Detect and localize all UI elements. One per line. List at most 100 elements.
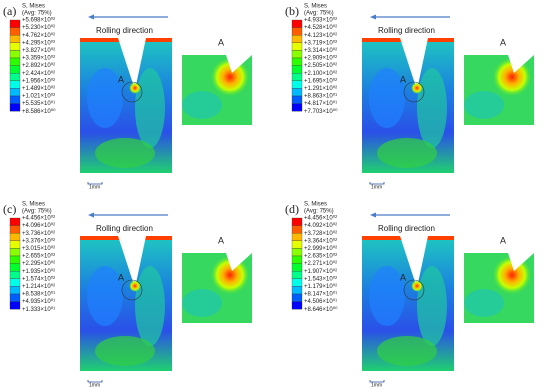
contour-zone [95,138,155,168]
detail-notch [226,253,252,271]
legend-value: +4.092×10⁰² [304,222,337,229]
legend-band [291,278,303,287]
legend-value: +1.179×10⁰² [304,283,337,290]
legend-value: +1.574×10⁰² [22,275,55,282]
detail-notch [508,253,534,271]
arrow-head [370,212,376,218]
legend-band [9,286,21,295]
scale-label: 1mm [89,382,100,388]
legend-value: +1.489×10⁰² [22,85,55,92]
legend-subtitle: (Avg: 75%) [304,209,334,215]
scale-bar [87,182,103,185]
scale-bar [87,380,103,383]
legend-value: +1.543×10⁰² [304,275,337,282]
legend-band [291,80,303,89]
legend-value: +8.147×10⁰¹ [304,291,337,298]
legend-value: +4.123×10⁰² [304,32,337,39]
detail-circle [121,81,143,103]
direction-label: Rolling direction [378,224,435,233]
legend-value: +2.635×10⁰² [304,253,337,260]
legend-value: +1.956×10⁰² [22,77,55,84]
notch [400,38,428,90]
legend-band [291,271,303,279]
legend-band [9,240,21,249]
legend-value: +1.695×10⁰² [304,77,337,84]
panel-label: (b) [285,4,299,18]
legend-value: +5.230×10⁰² [22,24,55,31]
detail-hot [492,57,532,97]
detail-zone [464,289,504,317]
legend-value: +4.456×10⁰² [22,215,55,222]
legend-value: +2.999×10⁰² [304,245,337,252]
legend-value: +3.314×10⁰² [304,47,337,54]
legend-band [291,248,303,257]
notch [118,236,146,288]
legend-band [291,240,303,249]
legend-title: S, Mises [304,202,327,208]
legend-band [9,255,21,264]
legend-value: +8.586×10⁰⁰ [22,108,56,115]
legend-value: +1.291×10⁰² [304,85,337,92]
notch-tip [129,82,141,94]
notch-label: A [400,74,406,84]
detail-hot [210,57,250,97]
legend-band [9,57,21,66]
legend-band [291,217,303,226]
legend-subtitle: (Avg: 75%) [22,11,52,17]
detail-label: A [218,37,224,47]
legend-band [291,255,303,264]
direction-label: Rolling direction [96,26,153,35]
legend-value: +4.456×10⁰² [304,215,337,222]
legend-value: +2.505×10⁰² [304,62,337,69]
legend-band [291,65,303,74]
legend-band [9,225,21,234]
legend-value: +1.907×10⁰² [304,268,337,275]
legend-band [291,27,303,36]
legend-subtitle: (Avg: 75%) [22,209,52,215]
legend-value: +2.424×10⁰² [22,70,55,77]
legend-band [291,88,303,97]
legend-band [291,293,303,302]
legend-value: +5.698×10⁰² [22,17,55,24]
legend-band [9,65,21,74]
legend-value: +3.736×10⁰² [22,230,55,237]
legend-value: +5.535×10⁰¹ [22,100,55,107]
legend-value: +8.863×10⁰¹ [304,93,337,100]
legend-value: +3.015×10⁰² [22,245,55,252]
detail-notch [508,55,534,73]
legend-band [9,80,21,89]
notch-label: A [118,74,124,84]
legend-value: +2.271×10⁰² [304,260,337,267]
legend-band [9,88,21,97]
legend-value: +3.359×10⁰² [22,55,55,62]
legend-band [9,103,21,112]
contour-zone [369,68,405,128]
notch-tip [411,280,423,292]
notch-label: A [118,272,124,282]
legend-title: S, Mises [304,4,327,10]
panel-label: (a) [3,4,16,18]
detail-zone [182,289,222,317]
panel-label: (c) [3,202,16,216]
contour-zone [417,68,447,148]
detail-zone [182,91,222,119]
arrow-head [88,212,94,218]
legend-value: +4.935×10⁰¹ [22,298,55,305]
legend-band [9,278,21,287]
legend-value: +2.655×10⁰² [22,253,55,260]
panel-label: (d) [285,202,299,216]
notch-label: A [400,272,406,282]
legend-value: +1.214×10⁰² [22,283,55,290]
legend-value: +4.295×10⁰² [22,39,55,46]
legend-value: +1.333×10⁰¹ [22,306,55,313]
legend-value: +4.762×10⁰² [22,32,55,39]
legend-band [291,301,303,310]
arrow-head [370,14,376,20]
legend-band [291,73,303,81]
legend-value: +2.295×10⁰² [22,260,55,267]
legend-value: +2.100×10⁰² [304,70,337,77]
legend-band [9,19,21,28]
detail-notch [226,55,252,73]
legend-band [9,217,21,226]
